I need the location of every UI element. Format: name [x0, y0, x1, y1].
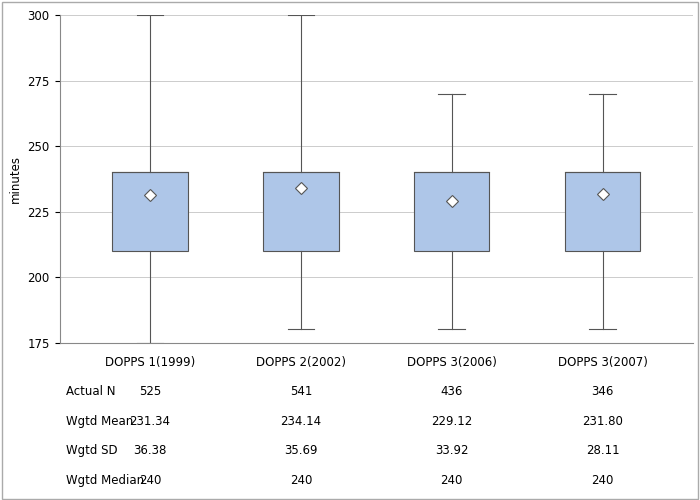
Text: 229.12: 229.12: [431, 415, 472, 428]
Text: 541: 541: [290, 385, 312, 398]
Text: 346: 346: [592, 385, 614, 398]
Text: Wgtd Median: Wgtd Median: [66, 474, 144, 487]
Text: DOPPS 3(2006): DOPPS 3(2006): [407, 356, 496, 369]
Text: DOPPS 2(2002): DOPPS 2(2002): [256, 356, 346, 369]
Text: 240: 240: [440, 474, 463, 487]
Text: 231.34: 231.34: [130, 415, 171, 428]
Text: 35.69: 35.69: [284, 444, 318, 457]
Text: DOPPS 3(2007): DOPPS 3(2007): [558, 356, 648, 369]
Text: 240: 240: [290, 474, 312, 487]
Text: Wgtd Mean: Wgtd Mean: [66, 415, 133, 428]
Text: 28.11: 28.11: [586, 444, 620, 457]
Text: 240: 240: [592, 474, 614, 487]
Bar: [565, 172, 641, 251]
Text: 33.92: 33.92: [435, 444, 468, 457]
Text: 525: 525: [139, 385, 161, 398]
Text: 234.14: 234.14: [280, 415, 321, 428]
Text: 231.80: 231.80: [582, 415, 623, 428]
Bar: [112, 172, 188, 251]
Bar: [414, 172, 489, 251]
Text: Wgtd SD: Wgtd SD: [66, 444, 118, 457]
Text: DOPPS 1(1999): DOPPS 1(1999): [105, 356, 195, 369]
Text: 36.38: 36.38: [133, 444, 167, 457]
Text: 240: 240: [139, 474, 161, 487]
Text: 436: 436: [440, 385, 463, 398]
Text: Actual N: Actual N: [66, 385, 116, 398]
Y-axis label: minutes: minutes: [9, 155, 22, 203]
Bar: [263, 172, 339, 251]
